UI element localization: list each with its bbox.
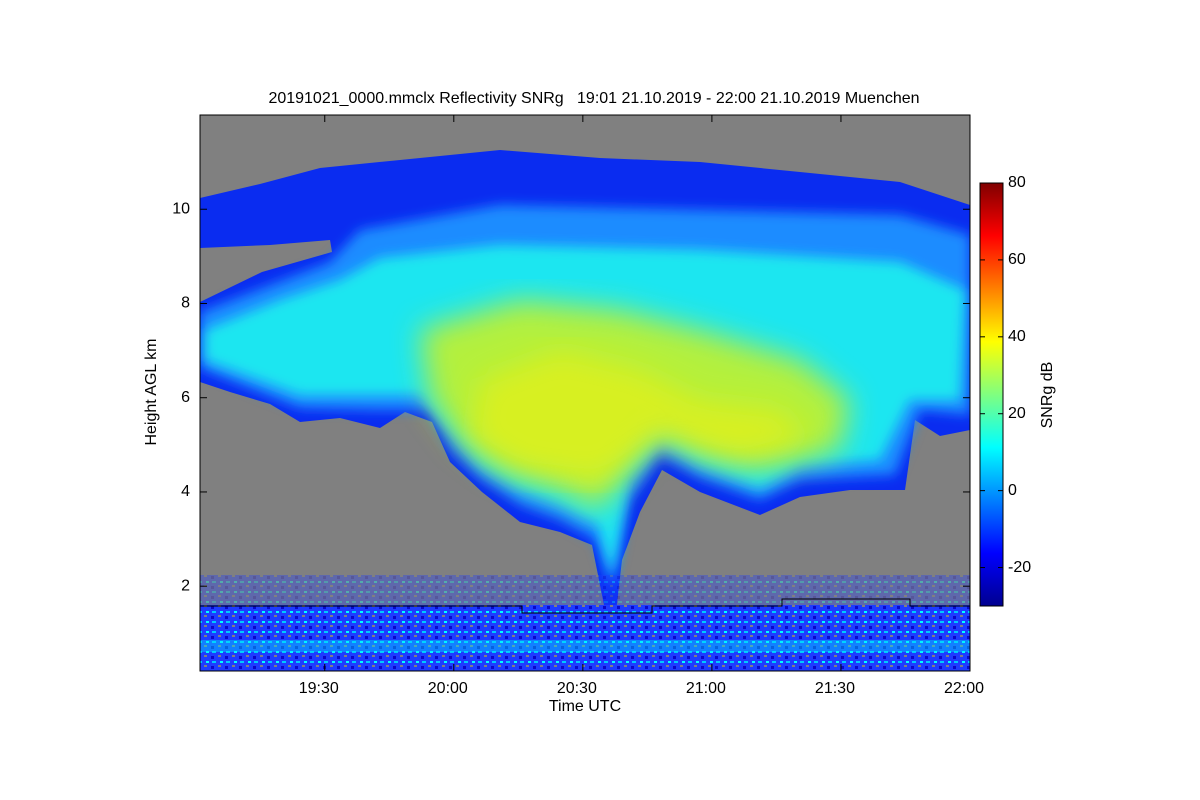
y-axis-label: Height AGL km	[143, 338, 160, 445]
x-tick-label: 19:30	[299, 680, 339, 697]
colorbar-tick-label: 0	[1008, 482, 1017, 499]
y-tick-label: 6	[181, 389, 190, 406]
x-tick-label: 22:00	[944, 680, 984, 697]
colorbar-tick-label: -20	[1008, 559, 1031, 576]
y-tick-label: 2	[181, 577, 190, 594]
y-tick-label: 8	[181, 295, 190, 312]
colorbar-tick-label: 80	[1008, 174, 1026, 191]
x-tick-label: 20:30	[557, 680, 597, 697]
colorbar	[979, 182, 1004, 607]
y-tick-label: 4	[181, 483, 190, 500]
axes-box	[199, 114, 971, 672]
x-tick-label: 20:00	[428, 680, 468, 697]
x-axis-label: Time UTC	[549, 698, 621, 715]
colorbar-tick-label: 40	[1008, 328, 1026, 345]
colorbar-label: SNRg dB	[1039, 362, 1056, 429]
x-tick-label: 21:30	[815, 680, 855, 697]
colorbar-tick-label: 60	[1008, 251, 1026, 268]
reflectivity-field	[200, 115, 970, 671]
x-tick-label: 21:00	[686, 680, 726, 697]
y-tick-label: 10	[172, 200, 190, 217]
chart-title: 20191021_0000.mmclx Reflectivity SNRg 19…	[268, 90, 919, 107]
colorbar-tick-label: 20	[1008, 405, 1026, 422]
